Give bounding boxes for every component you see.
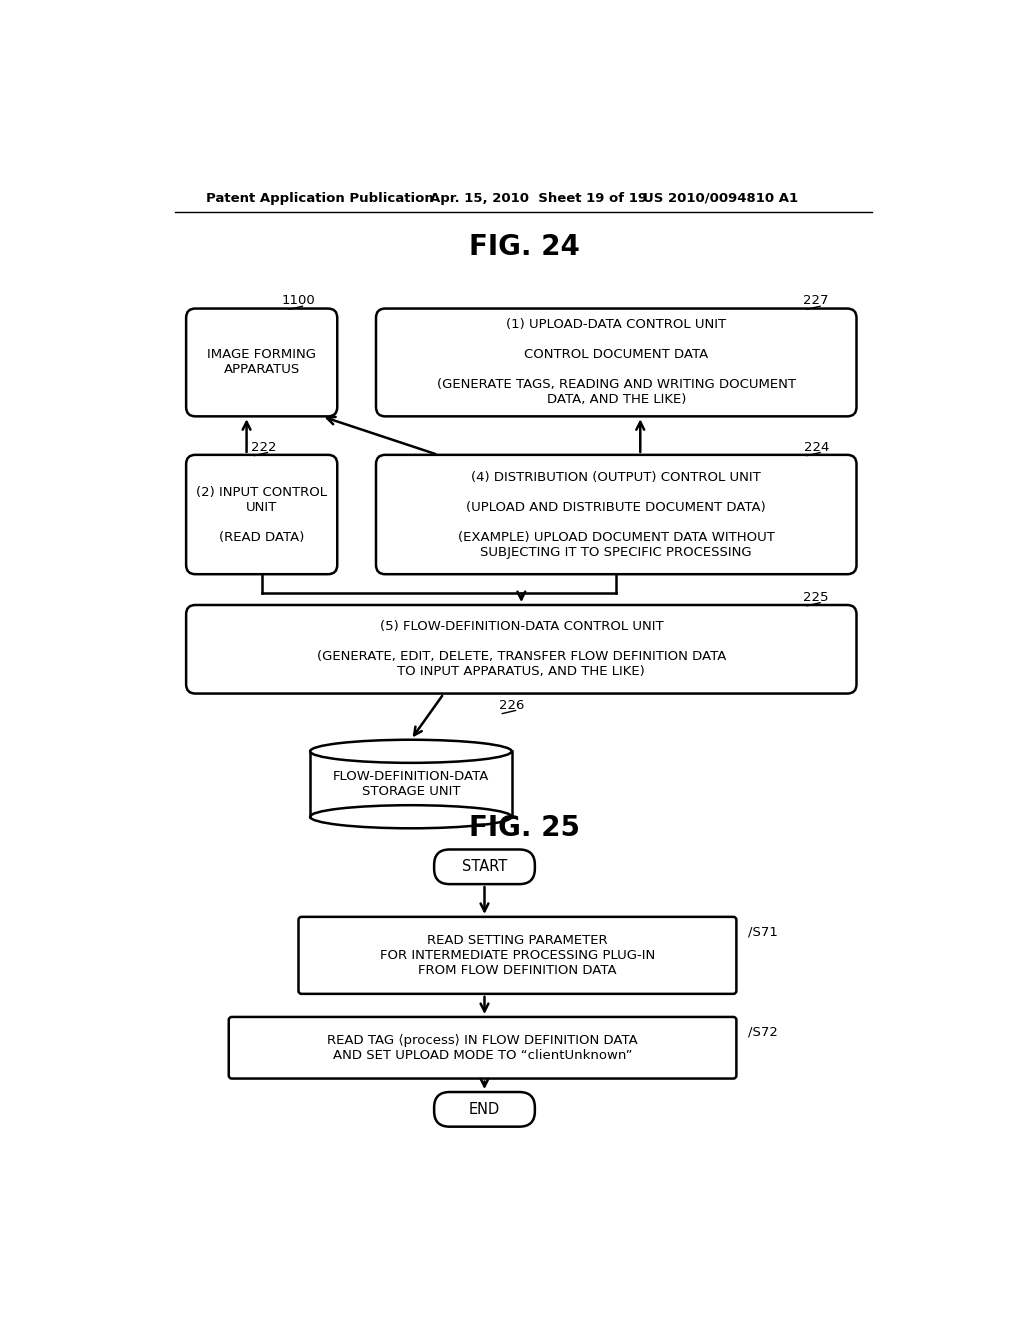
Text: READ SETTING PARAMETER
FOR INTERMEDIATE PROCESSING PLUG-IN
FROM FLOW DEFINITION : READ SETTING PARAMETER FOR INTERMEDIATE … (380, 933, 655, 977)
Text: (4) DISTRIBUTION (OUTPUT) CONTROL UNIT

(UPLOAD AND DISTRIBUTE DOCUMENT DATA)

(: (4) DISTRIBUTION (OUTPUT) CONTROL UNIT (… (458, 470, 775, 558)
Ellipse shape (310, 805, 512, 829)
Text: 226: 226 (499, 698, 524, 711)
FancyBboxPatch shape (376, 309, 856, 416)
Text: READ TAG ⟨process⟩ IN FLOW DEFINITION DATA
AND SET UPLOAD MODE TO “clientUnknown: READ TAG ⟨process⟩ IN FLOW DEFINITION DA… (328, 1034, 638, 1061)
FancyBboxPatch shape (186, 309, 337, 416)
Text: FLOW-DEFINITION-DATA
STORAGE UNIT: FLOW-DEFINITION-DATA STORAGE UNIT (333, 770, 489, 799)
Text: Apr. 15, 2010  Sheet 19 of 19: Apr. 15, 2010 Sheet 19 of 19 (430, 191, 647, 205)
Text: /S71: /S71 (748, 925, 778, 939)
Text: FIG. 25: FIG. 25 (469, 814, 581, 842)
FancyBboxPatch shape (376, 455, 856, 574)
Text: 1100: 1100 (282, 294, 315, 308)
FancyBboxPatch shape (434, 1092, 535, 1127)
Text: 227: 227 (804, 294, 829, 308)
Text: 224: 224 (804, 441, 828, 454)
FancyBboxPatch shape (434, 850, 535, 884)
Text: 225: 225 (804, 591, 829, 603)
Text: (1) UPLOAD-DATA CONTROL UNIT

CONTROL DOCUMENT DATA

(GENERATE TAGS, READING AND: (1) UPLOAD-DATA CONTROL UNIT CONTROL DOC… (437, 318, 796, 407)
FancyBboxPatch shape (186, 455, 337, 574)
FancyBboxPatch shape (228, 1016, 736, 1078)
Text: /S72: /S72 (748, 1026, 778, 1039)
Text: Patent Application Publication: Patent Application Publication (206, 191, 433, 205)
Text: (2) INPUT CONTROL
UNIT

(READ DATA): (2) INPUT CONTROL UNIT (READ DATA) (197, 486, 328, 544)
Text: IMAGE FORMING
APPARATUS: IMAGE FORMING APPARATUS (207, 348, 316, 376)
Text: 222: 222 (251, 441, 276, 454)
FancyBboxPatch shape (299, 917, 736, 994)
FancyBboxPatch shape (186, 605, 856, 693)
Text: START: START (462, 859, 507, 874)
Text: END: END (469, 1102, 500, 1117)
Text: US 2010/0094810 A1: US 2010/0094810 A1 (643, 191, 799, 205)
Text: FIG. 24: FIG. 24 (469, 232, 581, 261)
Text: (5) FLOW-DEFINITION-DATA CONTROL UNIT

(GENERATE, EDIT, DELETE, TRANSFER FLOW DE: (5) FLOW-DEFINITION-DATA CONTROL UNIT (G… (316, 620, 726, 678)
Ellipse shape (310, 739, 512, 763)
Bar (310, 751, 512, 817)
